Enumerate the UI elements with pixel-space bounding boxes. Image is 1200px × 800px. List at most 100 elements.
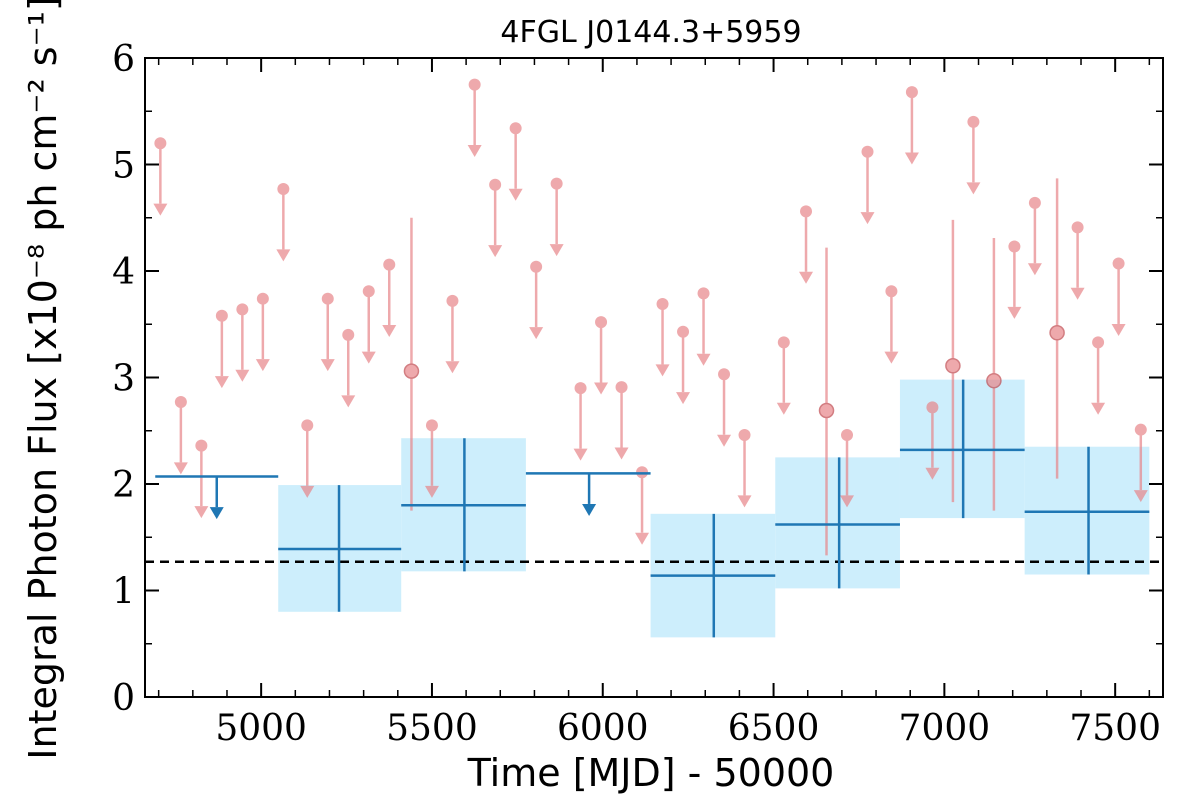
short-bin-arrow-33 — [860, 212, 875, 225]
short-bin-arrow-22 — [614, 447, 629, 460]
long-bin-6 — [899, 379, 1025, 519]
short-bin-arrow-30 — [799, 271, 814, 284]
short-bin-point-0 — [154, 137, 167, 150]
short-bin-point-32 — [841, 429, 854, 442]
short-bin-33 — [860, 145, 875, 225]
short-bin-point-29 — [777, 336, 790, 349]
short-bin-arrow-27 — [717, 434, 732, 447]
short-bin-point-42 — [1049, 325, 1065, 341]
long-bin-layer — [155, 379, 1150, 638]
short-bin-point-27 — [718, 368, 731, 381]
short-bin-point-21 — [595, 316, 608, 329]
short-bin-point-12 — [403, 363, 420, 379]
short-bin-2 — [194, 439, 209, 519]
short-bin-arrow-24 — [655, 364, 670, 377]
short-bin-arrow-18 — [529, 327, 544, 340]
short-bin-arrow-36 — [925, 467, 940, 480]
short-bin-point-18 — [530, 260, 543, 273]
short-bin-point-17 — [509, 122, 522, 135]
long-bin-3 — [525, 472, 651, 516]
short-bin-arrow-1 — [173, 462, 188, 475]
short-bin-point-44 — [1092, 336, 1105, 349]
short-bin-12 — [403, 217, 420, 511]
short-bin-arrow-43 — [1070, 287, 1085, 300]
short-bin-36 — [925, 401, 940, 480]
short-bin-point-43 — [1071, 221, 1084, 234]
short-bin-arrow-38 — [966, 182, 981, 195]
y-tick-label-3: 3 — [112, 359, 135, 400]
short-bin-27 — [717, 368, 732, 447]
y-tick-label-6: 6 — [112, 39, 135, 80]
short-bin-30 — [799, 205, 814, 284]
short-bin-point-13 — [425, 419, 438, 432]
short-bin-arrow-4 — [235, 369, 250, 382]
short-bin-19 — [549, 177, 564, 257]
x-axis-label: Time [MJD] - 50000 — [467, 751, 835, 795]
short-bin-point-41 — [1028, 196, 1041, 209]
short-bin-38 — [966, 115, 981, 195]
short-bin-point-15 — [468, 78, 481, 91]
short-bin-point-24 — [656, 298, 669, 311]
short-bin-arrow-21 — [594, 382, 609, 395]
short-bin-point-5 — [256, 292, 269, 305]
short-bin-44 — [1091, 336, 1106, 415]
error-band-5 — [775, 457, 900, 589]
short-bin-28 — [737, 429, 752, 508]
short-bin-arrow-0 — [153, 203, 168, 216]
short-bin-29 — [776, 336, 791, 415]
short-bin-arrow-9 — [341, 395, 356, 408]
short-bin-point-31 — [818, 402, 835, 419]
x-tick-label-0: 5000 — [215, 708, 307, 749]
short-bin-34 — [884, 285, 899, 364]
x-tick-label-4: 7000 — [899, 708, 991, 749]
short-bin-point-16 — [489, 178, 502, 191]
short-bin-11 — [382, 258, 397, 338]
short-bin-arrow-16 — [488, 245, 503, 258]
short-bin-3 — [214, 309, 229, 389]
short-bin-arrow-14 — [445, 361, 460, 374]
short-bin-point-11 — [383, 258, 396, 271]
short-bin-26 — [696, 287, 711, 366]
y-tick-label-4: 4 — [112, 252, 135, 293]
short-bin-layer — [153, 78, 1148, 556]
short-bin-1 — [173, 395, 188, 475]
short-bin-arrow-44 — [1091, 402, 1106, 415]
short-bin-23 — [635, 466, 650, 545]
short-bin-point-7 — [301, 419, 314, 432]
short-bin-arrow-19 — [549, 244, 564, 257]
short-bin-point-9 — [342, 328, 355, 341]
short-bin-arrow-2 — [194, 506, 209, 519]
short-bin-37 — [945, 219, 961, 503]
short-bin-46 — [1133, 423, 1148, 503]
short-bin-35 — [904, 86, 919, 165]
short-bin-20 — [573, 382, 588, 461]
short-bin-6 — [276, 182, 291, 262]
long-bin-arrow-3 — [582, 503, 597, 516]
short-bin-24 — [655, 298, 670, 377]
short-bin-40 — [1007, 240, 1022, 319]
short-bin-14 — [445, 294, 460, 374]
short-bin-point-34 — [885, 285, 898, 298]
short-bin-point-3 — [215, 309, 228, 322]
short-bin-point-46 — [1134, 423, 1147, 436]
short-bin-point-22 — [615, 381, 628, 394]
short-bin-arrow-20 — [573, 448, 588, 461]
short-bin-13 — [424, 419, 439, 498]
short-bin-point-14 — [446, 294, 459, 307]
short-bin-18 — [529, 260, 544, 340]
short-bin-point-25 — [677, 325, 690, 338]
short-bin-39 — [986, 237, 1002, 511]
short-bin-9 — [341, 328, 356, 408]
short-bin-arrow-13 — [424, 485, 439, 498]
short-bin-point-40 — [1008, 240, 1021, 253]
short-bin-point-10 — [362, 285, 375, 298]
short-bin-16 — [488, 178, 503, 258]
short-bin-arrow-11 — [382, 325, 397, 338]
short-bin-8 — [320, 292, 335, 372]
y-tick-label-0: 0 — [112, 678, 135, 719]
x-tick-label-3: 6500 — [728, 708, 820, 749]
short-bin-31 — [818, 247, 835, 556]
short-bin-arrow-46 — [1133, 490, 1148, 503]
short-bin-point-19 — [550, 177, 563, 190]
short-bin-arrow-26 — [696, 353, 711, 366]
